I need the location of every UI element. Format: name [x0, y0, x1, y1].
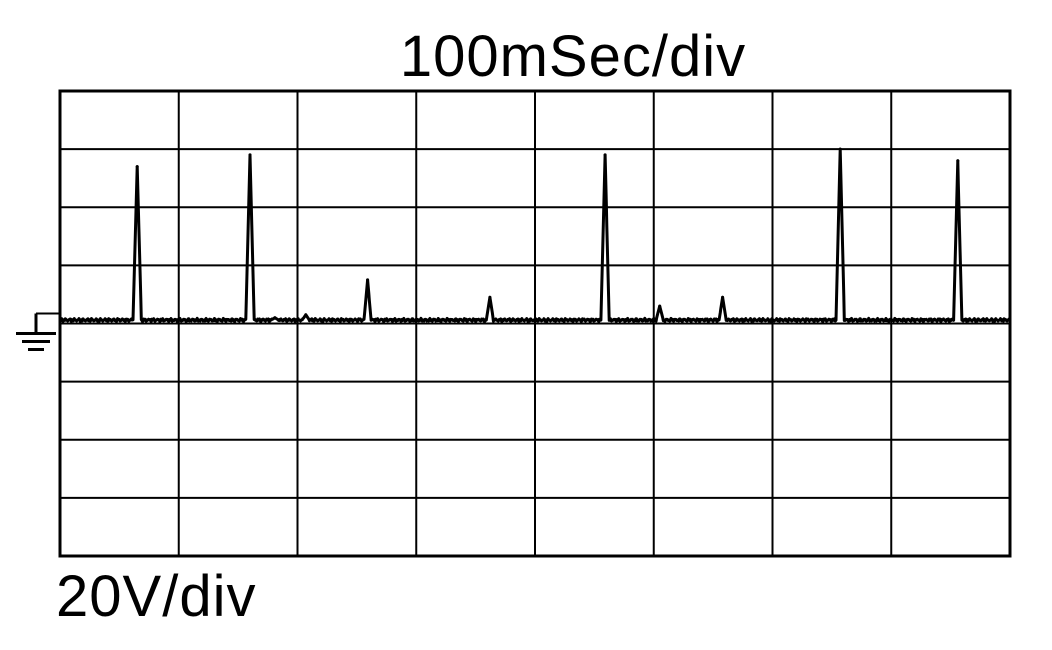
trace-peak: [248, 153, 252, 157]
trace-peak: [135, 165, 139, 169]
trace-peak: [488, 295, 492, 299]
waveform-trace: [59, 147, 1012, 324]
timebase-label: 100mSec/div: [399, 24, 747, 89]
trace-peak: [721, 295, 725, 299]
trace-peak: [366, 278, 370, 282]
volts-per-div-label: 20V/div: [56, 564, 257, 629]
ground-icon: [16, 312, 60, 351]
trace-peak: [273, 316, 277, 320]
trace-peak: [838, 147, 842, 151]
trace-line: [59, 147, 1012, 324]
trace-peak: [304, 313, 308, 317]
trace-peak: [956, 159, 960, 163]
graticule: [58, 89, 1012, 558]
trace-peak: [603, 153, 607, 157]
trace-peak: [658, 304, 662, 308]
